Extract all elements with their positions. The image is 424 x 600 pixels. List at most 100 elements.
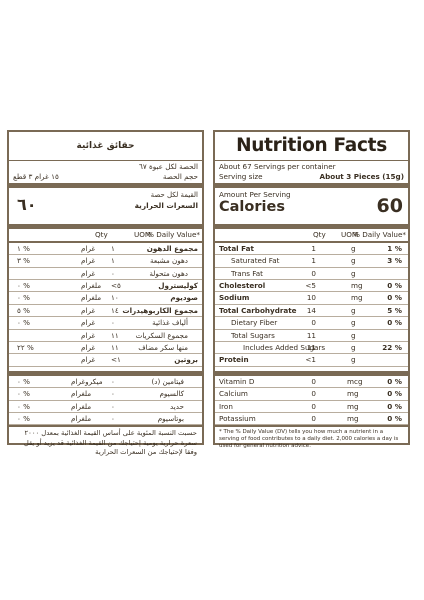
uom-header: UOM (341, 229, 359, 239)
row-divider (9, 291, 202, 293)
nutrient-row: مجموع السكريات ١١ غرام (9, 330, 202, 343)
nutrient-row: كوليسترول <٥ ملغرام ٠ % (9, 280, 202, 293)
daily-value-header: % Daily Value* (353, 229, 406, 239)
nutrient-daily-value: 3 % (387, 256, 402, 266)
qty-header: Qty (313, 229, 326, 239)
panel-title: حقائق غذائية (76, 141, 135, 151)
row-divider (9, 328, 202, 330)
nutrient-qty: <5 (305, 281, 316, 291)
nutrient-name: مجموع الكاربوهيدرات (122, 305, 198, 315)
vitamin-daily-value: 0 % (387, 413, 402, 423)
row-divider (215, 291, 408, 293)
nutrient-qty: <٥ (111, 281, 121, 291)
serving-size-label: Serving size (219, 171, 263, 181)
row-divider (9, 316, 202, 318)
vitamin-row: Iron 0 mg 0 % (215, 401, 408, 413)
nutrient-name: صوديوم (170, 293, 198, 303)
vitamin-row: Vitamin D 0 mcg 0 % (215, 376, 408, 389)
divider-thick (9, 182, 202, 188)
nutrient-daily-value: 1 % (387, 243, 402, 253)
nutrient-name: Includes Added Sugars (243, 343, 326, 353)
nutrient-name: Dietary Fiber (231, 318, 278, 328)
nutrient-uom: mg (351, 293, 363, 303)
row-divider (9, 266, 202, 268)
nutrient-daily-value: ١ % (17, 243, 30, 253)
nutrient-name: منها سكر مضاف (138, 343, 188, 353)
daily-value-header: % Daily Value* (147, 229, 200, 239)
nutrient-daily-value: 0 % (387, 318, 402, 328)
vitamin-name: Iron (219, 401, 233, 411)
nutrient-name: دهون مشبعة (149, 256, 188, 266)
nutrient-row: Includes Added Sugars 11 g 22 % (215, 342, 408, 355)
nutrient-name: ألياف غذائية (152, 318, 188, 328)
row-divider (215, 266, 408, 268)
vitamin-qty: ٠ (111, 413, 115, 423)
nutrient-qty: ١١ (111, 330, 119, 340)
nutrient-daily-value: 0 % (387, 281, 402, 291)
row-divider (9, 353, 202, 355)
calories-label: السعرات الحرارية (134, 200, 198, 210)
nutrient-row: دهون مشبعة ١ غرام ٣ % (9, 255, 202, 268)
nutrient-uom: g (351, 355, 356, 365)
vitamin-uom: ميكروغرام (71, 376, 103, 386)
vitamin-uom: mcg (347, 376, 363, 386)
row-divider (9, 303, 202, 305)
nutrient-row: Cholesterol <5 mg 0 % (215, 280, 408, 293)
row-divider (215, 303, 408, 305)
nutrient-qty: 10 (306, 293, 316, 303)
nutrient-table-header: Qty UOM % Daily Value* (9, 229, 202, 241)
vitamin-row: حديد ٠ ملغرام ٠ % (9, 401, 202, 413)
vitamin-uom: ملغرام (71, 401, 92, 411)
nutrition-facts-english-panel: Nutrition Facts About 67 Servings per co… (213, 130, 410, 449)
divider-thick (215, 223, 408, 229)
row-divider (9, 411, 202, 413)
row-divider (9, 424, 202, 426)
vitamin-name: Calcium (219, 389, 248, 399)
divider (9, 160, 202, 161)
row-divider (9, 399, 202, 401)
vitamin-row: فيتامين (د) ٠ ميكروغرام ٠ % (9, 376, 202, 389)
nutrient-name: Protein (219, 355, 249, 365)
row-divider (215, 254, 408, 256)
amount-per-serving: Amount Per Serving (219, 189, 291, 199)
qty-header: Qty (95, 229, 108, 239)
nutrient-row: بروتين <١ غرام (9, 354, 202, 367)
nutrient-uom: g (351, 330, 356, 340)
nutrient-uom: غرام (81, 318, 96, 328)
nutrient-qty: ١ (111, 256, 115, 266)
nutrient-daily-value: 22 % (382, 343, 402, 353)
nutrient-row: مجموع الدهون ١ غرام ١ % (9, 243, 202, 256)
nutrient-row: مجموع الكاربوهيدرات ١٤ غرام ٥ % (9, 305, 202, 318)
vitamin-qty: 0 (311, 413, 316, 423)
panel-title: Nutrition Facts (236, 135, 387, 156)
divider (215, 160, 408, 161)
nutrient-daily-value: ٠ % (17, 293, 30, 303)
vitamin-qty: ٠ (111, 389, 115, 399)
nutrient-qty: 14 (306, 305, 316, 315)
nutrient-qty: 1 (311, 256, 316, 266)
divider (215, 240, 408, 243)
vitamin-daily-value: 0 % (387, 401, 402, 411)
row-divider (9, 387, 202, 389)
nutrient-daily-value: 0 % (387, 293, 402, 303)
nutrient-row: Saturated Fat 1 g 3 % (215, 255, 408, 268)
nutrient-name: Total Sugars (231, 330, 275, 340)
nutrient-row: Protein <1 g (215, 354, 408, 367)
vitamin-uom: mg (347, 401, 359, 411)
vitamin-daily-value: ٠ % (17, 401, 30, 411)
row-divider (215, 399, 408, 401)
divider (9, 240, 202, 243)
vitamin-qty: 0 (311, 401, 316, 411)
nutrient-daily-value: 5 % (387, 305, 402, 315)
serving-size-value: About 3 Pieces (15g) (319, 171, 404, 181)
nutrient-daily-value: ٣ % (17, 256, 30, 266)
vitamin-daily-value: ٠ % (17, 376, 30, 386)
vitamin-row: Potassium 0 mg 0 % (215, 413, 408, 426)
nutrient-row: ألياف غذائية ٠ غرام ٠ % (9, 317, 202, 330)
nutrient-rows: مجموع الدهون ١ غرام ١ % دهون مشبعة ١ غرام ٣ % ده… (9, 243, 202, 367)
nutrient-name: Total Carbohydrate (219, 305, 297, 315)
serving-size-row: Serving size About 3 Pieces (15g) (215, 172, 408, 183)
vitamin-name: بوتاسيوم (157, 413, 184, 423)
vitamin-rows: Vitamin D 0 mcg 0 % Calcium 0 mg 0 % Iron 0 mg 0 % P… (215, 376, 408, 426)
nutrient-uom: g (351, 243, 356, 253)
